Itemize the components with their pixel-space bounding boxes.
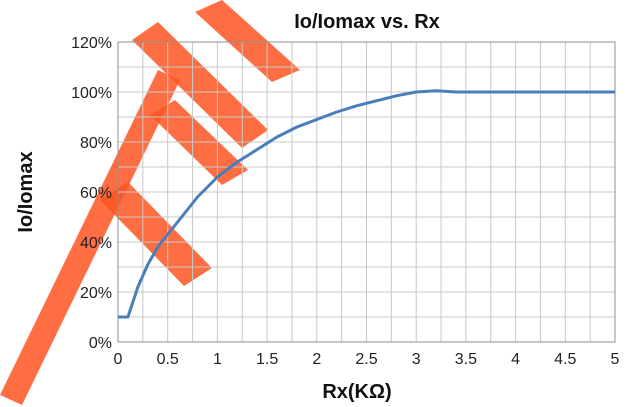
x-tick-label: 0 [114,351,123,368]
y-tick-label: 0% [89,335,112,352]
y-tick-label: 120% [71,35,112,52]
plot-frame [117,41,616,343]
y-tick-label: 100% [71,85,112,102]
x-tick-label: 0.5 [157,351,179,368]
y-axis-label: Io/Iomax [15,151,37,232]
y-tick-label: 80% [80,135,112,152]
y-tick-label: 60% [80,185,112,202]
watermark-stroke-1 [0,70,180,405]
x-tick-label: 1.5 [256,351,278,368]
x-tick-label: 3 [412,351,421,368]
x-tick-label: 4.5 [554,351,576,368]
y-tick-label: 20% [80,285,112,302]
y-tick-label: 40% [80,235,112,252]
watermark-stroke-3 [195,0,300,82]
x-axis-ticks: 0 0.5 1 1.5 2 2.5 3 3.5 4 4.5 5 [114,351,620,368]
y-axis-ticks: 0% 20% 40% 60% 80% 100% 120% [71,35,112,352]
x-tick-label: 1 [213,351,222,368]
series-line [118,89,615,319]
x-tick-label: 4 [511,351,520,368]
watermark [0,0,300,405]
grid [117,41,616,343]
x-tick-label: 2 [312,351,321,368]
x-tick-label: 5 [611,351,620,368]
chart-title: Io/Iomax vs. Rx [294,11,440,33]
x-tick-label: 3.5 [455,351,477,368]
watermark-stroke-4 [100,182,212,286]
x-axis-label: Rx(KΩ) [322,381,391,403]
x-tick-label: 2.5 [355,351,377,368]
